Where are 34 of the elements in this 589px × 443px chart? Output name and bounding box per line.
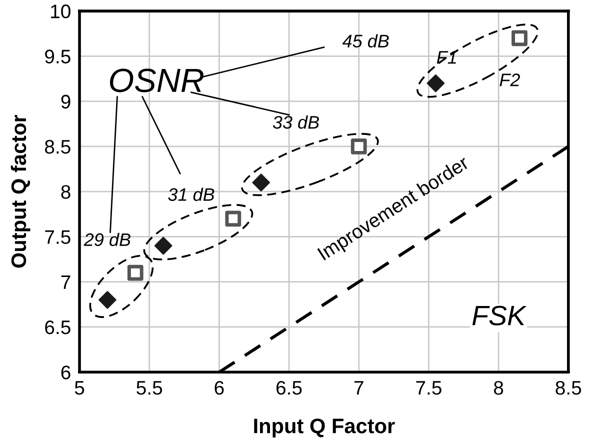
annotation: 29 dB [84, 232, 130, 246]
x-tick-label: 7 [354, 381, 364, 395]
y-tick-label: 6.5 [45, 320, 70, 334]
annotation: FSK [472, 306, 527, 326]
y-tick-label: 9.5 [45, 50, 70, 64]
point [98, 291, 116, 309]
y-tick-label: 7.5 [45, 230, 70, 244]
x-axis-title: Input Q Factor [254, 418, 395, 438]
annotation: 45 dB [342, 34, 389, 48]
x-tick-label: 6.5 [276, 380, 302, 395]
point [154, 236, 172, 255]
x-tick-label: 7.5 [416, 381, 442, 395]
x-tick-label: 8 [494, 380, 504, 395]
x-tick-label: 6 [214, 380, 224, 395]
annotation: 31 dB [168, 188, 214, 201]
y-tick-label: 8 [61, 185, 70, 199]
x-tick-label: 5.5 [136, 381, 162, 395]
x-tick-label: 8.5 [556, 380, 582, 395]
point [512, 30, 528, 46]
point [252, 174, 270, 192]
y-tick-label: 6 [61, 366, 70, 380]
y-axis-title: Output Q factor [10, 114, 30, 268]
x-tick-label: 5 [74, 381, 84, 395]
y-tick-label: 7 [61, 276, 70, 289]
point [127, 264, 144, 281]
annotation: OSNR [110, 68, 204, 92]
y-tick-label: 10 [51, 4, 70, 18]
point [350, 138, 367, 154]
series-label: F2 [500, 74, 520, 86]
point [426, 74, 445, 92]
point [225, 210, 242, 227]
y-tick-label: 8.5 [45, 140, 70, 154]
annotation: 33 dB [272, 115, 319, 129]
y-tick-label: 9 [61, 94, 70, 109]
